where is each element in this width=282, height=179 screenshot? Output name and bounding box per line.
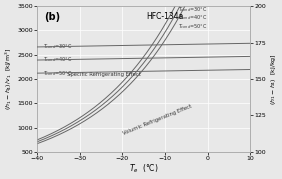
Text: $T_{cond}$=50°C: $T_{cond}$=50°C	[43, 69, 73, 78]
Text: HFC-134a: HFC-134a	[146, 12, 184, 21]
Text: $T_{cond}$=30°C: $T_{cond}$=30°C	[43, 42, 73, 51]
Y-axis label: $(h_1 - h_4)$  [kJ/kg]: $(h_1 - h_4)$ [kJ/kg]	[269, 53, 278, 105]
Text: Specific Refrigerating Effect: Specific Refrigerating Effect	[67, 72, 141, 77]
Text: $T_{cond}$=40°C: $T_{cond}$=40°C	[43, 56, 73, 64]
Y-axis label: $(h_1 - h_4) / v_1$  [kJ/m$^3$]: $(h_1 - h_4) / v_1$ [kJ/m$^3$]	[4, 48, 14, 110]
X-axis label: $T_e$  (°C): $T_e$ (°C)	[129, 162, 158, 175]
Text: $T_{cond}$=30°C: $T_{cond}$=30°C	[178, 5, 207, 14]
Text: (b): (b)	[44, 12, 60, 22]
Text: $T_{cond}$=50°C: $T_{cond}$=50°C	[178, 22, 207, 31]
Text: $T_{cond}$=40°C: $T_{cond}$=40°C	[178, 14, 207, 23]
Text: Volumic Refrigerating Effect: Volumic Refrigerating Effect	[122, 103, 193, 136]
